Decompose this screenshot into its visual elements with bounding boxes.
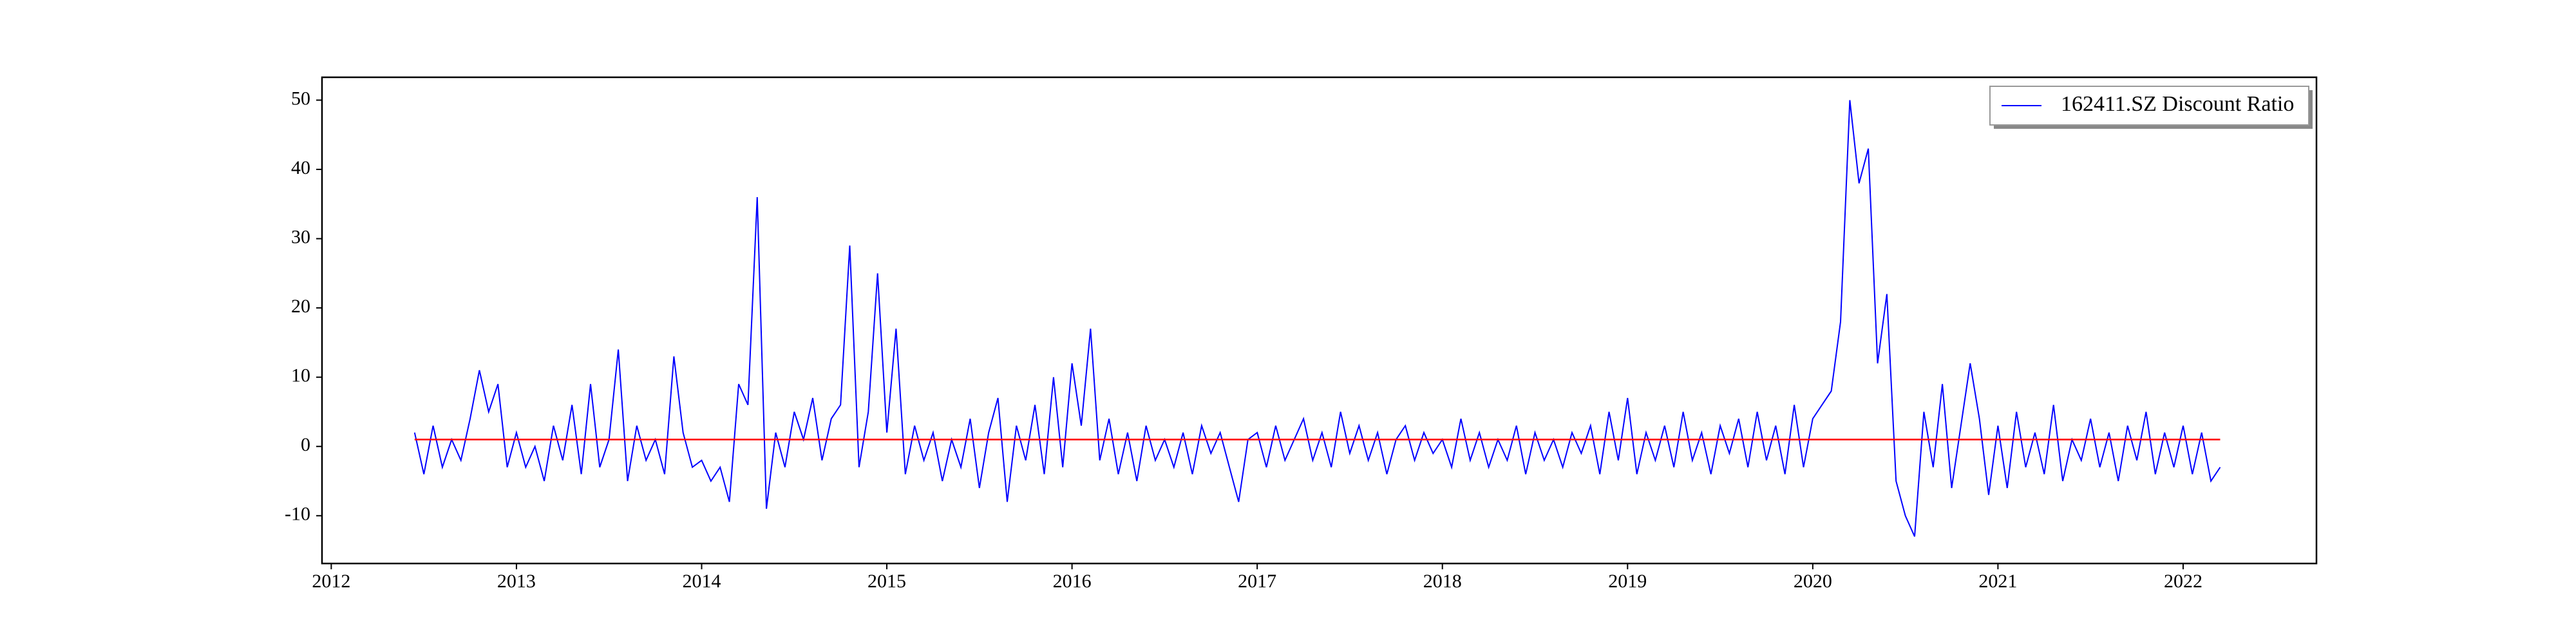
x-tick-label: 2022 [2164, 571, 2202, 592]
x-tick-label: 2015 [867, 571, 906, 592]
y-tick-label: 0 [301, 434, 310, 455]
y-tick-label: 30 [291, 226, 310, 247]
legend-box [1989, 86, 2309, 126]
x-tick-label: 2013 [497, 571, 536, 592]
legend-label: 162411.SZ Discount Ratio [2061, 92, 2294, 116]
y-tick-label: 50 [291, 88, 310, 109]
x-tick-label: 2020 [1794, 571, 1832, 592]
x-tick-label: 2018 [1423, 571, 1462, 592]
x-tick-label: 2012 [312, 571, 350, 592]
data-line [413, 100, 2221, 537]
x-tick-label: 2014 [682, 571, 721, 592]
y-tick-label: -10 [285, 504, 310, 525]
y-tick-label: 20 [291, 296, 310, 317]
x-tick-label: 2017 [1238, 571, 1276, 592]
x-tick-label: 2016 [1053, 571, 1092, 592]
plot-frame [321, 76, 2318, 565]
x-tick-label: 2019 [1608, 571, 1647, 592]
x-tick-label: 2021 [1978, 571, 2017, 592]
y-tick-label: 40 [291, 157, 310, 178]
y-tick-label: 10 [291, 365, 310, 386]
